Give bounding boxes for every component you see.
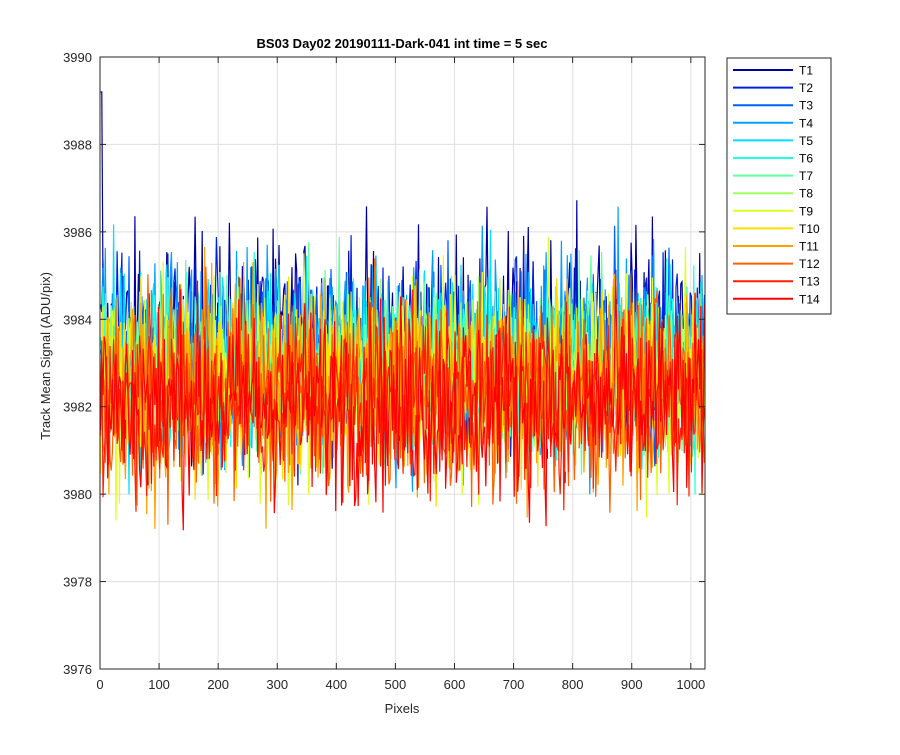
legend-box <box>726 57 832 315</box>
chart-title: BS03 Day02 20190111-Dark-041 int time = … <box>257 36 548 51</box>
legend-label-t12: T12 <box>799 257 820 271</box>
legend-label-t10: T10 <box>799 222 820 236</box>
x-tick-label: 500 <box>385 677 407 692</box>
x-tick-label: 100 <box>148 677 170 692</box>
legend-label-t8: T8 <box>799 187 813 201</box>
axes-box <box>99 56 706 670</box>
y-tick-label: 3984 <box>63 312 92 327</box>
y-tick-label: 3990 <box>63 50 92 65</box>
x-tick-label: 1000 <box>676 677 705 692</box>
legend-label-t3: T3 <box>799 99 813 113</box>
y-tick-label: 3986 <box>63 225 92 240</box>
y-tick-label: 3988 <box>63 137 92 152</box>
x-axis-label: Pixels <box>385 701 420 716</box>
legend: T1 T2 T3 T4 T5 T6 T7 T8 T9 T10 T11 T12 T13 T14 <box>726 57 832 315</box>
legend-label-t13: T13 <box>799 275 820 289</box>
x-tick-label: 600 <box>444 677 466 692</box>
x-tick-label: 900 <box>621 677 643 692</box>
x-axis-ticks: 0 100 200 300 400 500 600 700 800 900 1000 <box>96 57 705 692</box>
y-axis-label: Track Mean Signal (ADU/pix) <box>38 272 53 440</box>
y-tick-label: 3978 <box>63 575 92 590</box>
legend-label-t5: T5 <box>799 134 813 148</box>
series-layer <box>100 91 705 531</box>
legend-label-t6: T6 <box>799 152 813 166</box>
legend-label-t9: T9 <box>799 204 813 218</box>
y-tick-label: 3980 <box>63 487 92 502</box>
legend-label-t14: T14 <box>799 292 820 306</box>
legend-label-t4: T4 <box>799 116 813 130</box>
legend-label-t11: T11 <box>799 240 819 254</box>
x-tick-label: 800 <box>562 677 584 692</box>
x-tick-label: 200 <box>207 677 229 692</box>
x-tick-label: 0 <box>96 677 103 692</box>
legend-label-t1: T1 <box>799 64 813 78</box>
series-line-t14 <box>100 278 705 531</box>
y-axis-ticks: 3976 3978 3980 3982 3984 3986 3988 3990 <box>63 50 705 677</box>
x-tick-label: 700 <box>503 677 525 692</box>
y-tick-label: 3976 <box>63 662 92 677</box>
legend-label-t2: T2 <box>799 81 813 95</box>
y-tick-label: 3982 <box>63 400 92 415</box>
legend-label-t7: T7 <box>799 169 813 183</box>
x-tick-label: 300 <box>266 677 288 692</box>
x-tick-label: 400 <box>325 677 347 692</box>
